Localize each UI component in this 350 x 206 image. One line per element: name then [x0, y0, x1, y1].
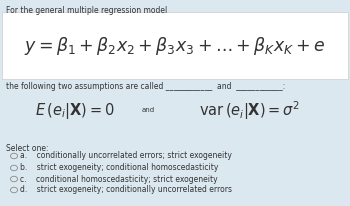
Text: a.    conditionally uncorrelated errors; strict exogeneity: a. conditionally uncorrelated errors; st…	[20, 151, 232, 160]
Text: c.    conditional homoscedasticity; strict exogeneity: c. conditional homoscedasticity; strict …	[20, 174, 218, 184]
FancyBboxPatch shape	[2, 12, 348, 79]
Text: b.    strict exogeneity; conditional homoscedasticity: b. strict exogeneity; conditional homosc…	[20, 164, 218, 172]
Text: Select one:: Select one:	[6, 144, 49, 153]
Text: $E\,(e_i|\mathbf{X}) = 0$: $E\,(e_i|\mathbf{X}) = 0$	[35, 101, 115, 121]
Text: $y = \beta_1 + \beta_2 x_2 + \beta_3 x_3 + \ldots + \beta_K x_K + e$: $y = \beta_1 + \beta_2 x_2 + \beta_3 x_3…	[25, 35, 326, 57]
Text: d.    strict exogeneity; conditionally uncorrelated errors: d. strict exogeneity; conditionally unco…	[20, 185, 232, 194]
Text: For the general multiple regression model: For the general multiple regression mode…	[6, 6, 167, 15]
Text: and: and	[141, 107, 155, 113]
Text: $\mathrm{var}\,(e_i|\mathbf{X}) = \sigma^2$: $\mathrm{var}\,(e_i|\mathbf{X}) = \sigma…	[199, 100, 301, 122]
Text: the following two assumptions are called ____________  and  ____________:: the following two assumptions are called…	[6, 82, 285, 91]
